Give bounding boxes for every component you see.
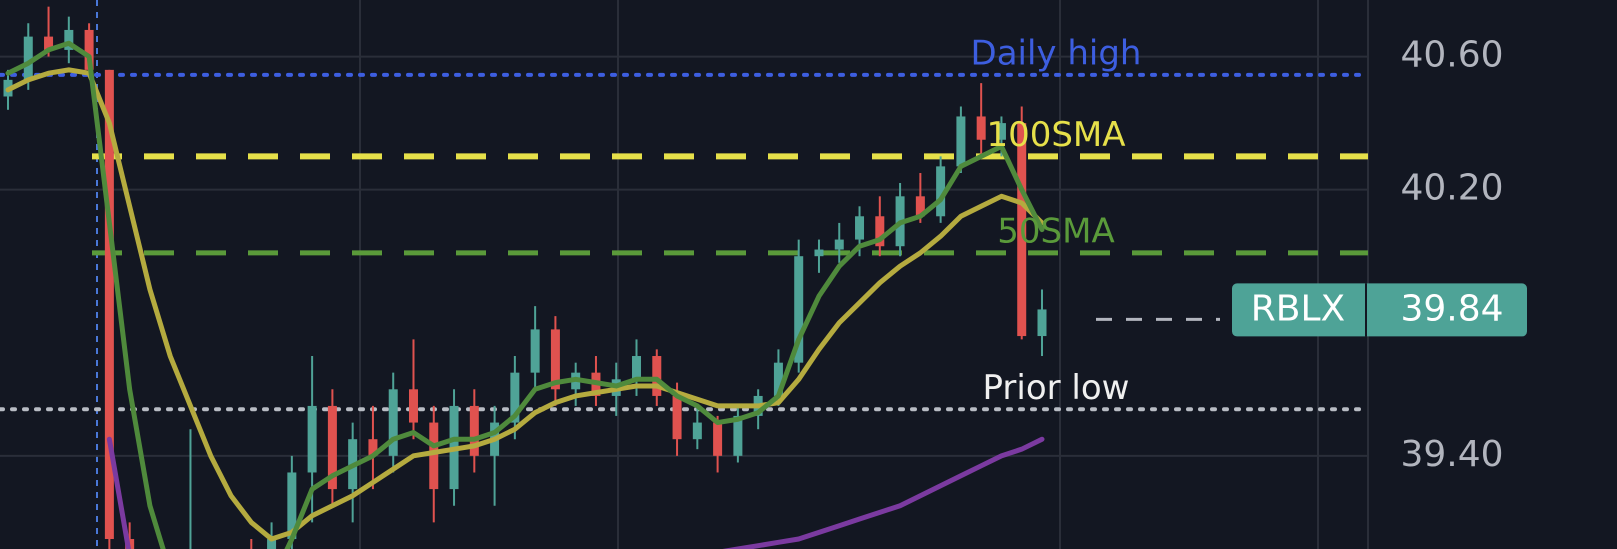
moving-average-line	[5, 67, 1045, 542]
symbol-label: RBLX	[1251, 288, 1345, 329]
candle-body	[773, 362, 783, 396]
vertical-grid	[359, 0, 1319, 549]
level-label: Daily high	[971, 33, 1142, 73]
candle-body	[692, 422, 702, 440]
candle-body	[388, 389, 398, 456]
candle-body	[368, 439, 378, 456]
candle-body	[327, 405, 337, 490]
candle-body	[855, 216, 865, 240]
candle-body	[1017, 123, 1027, 337]
candle-body	[23, 36, 33, 80]
candle-body	[996, 123, 1006, 140]
candle-body	[550, 329, 560, 390]
y-tick-label: 39.40	[1400, 434, 1503, 475]
candle-body	[652, 356, 662, 396]
candle-body	[794, 256, 804, 363]
candle-body	[44, 36, 54, 50]
candle-body	[834, 239, 844, 250]
candle-body	[672, 395, 682, 440]
candle-body	[84, 29, 94, 70]
candle-body	[915, 196, 925, 217]
candle-body	[510, 372, 520, 423]
moving-average-line	[5, 40, 1045, 549]
candle-body	[104, 69, 114, 540]
candle-body	[267, 539, 277, 549]
candle-body	[936, 166, 946, 217]
candle-body	[429, 422, 439, 490]
candle-body	[875, 216, 885, 247]
level-label: 100SMA	[986, 115, 1125, 155]
plot-area	[0, 6, 1368, 549]
candle-body	[469, 405, 479, 456]
level-label: 50SMA	[997, 211, 1114, 251]
candle-body	[408, 389, 418, 423]
level-label: Prior low	[983, 368, 1130, 408]
candle-body	[976, 116, 986, 140]
candle-body	[287, 472, 297, 540]
candle-body	[956, 116, 966, 167]
price-tag	[1232, 283, 1527, 337]
y-tick-label: 40.20	[1400, 168, 1503, 209]
candle-body	[1037, 309, 1047, 337]
moving-average-line	[106, 436, 1045, 549]
price-value: 39.84	[1400, 288, 1503, 329]
candle-body	[632, 356, 642, 380]
candle-body	[307, 405, 317, 473]
candle-body	[733, 415, 743, 456]
candle-body	[713, 422, 723, 456]
y-tick-label: 40.60	[1400, 35, 1503, 76]
candle-body	[530, 329, 540, 373]
candle-body	[814, 249, 824, 257]
candle-body	[64, 29, 74, 50]
